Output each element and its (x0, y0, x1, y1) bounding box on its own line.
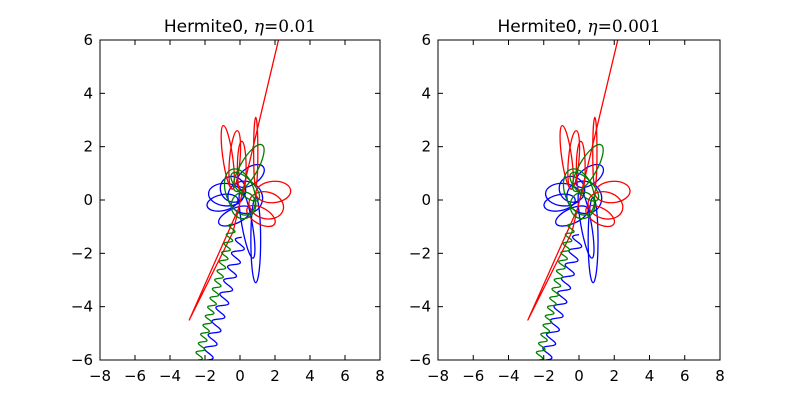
x-tick-label: −8 (89, 367, 111, 385)
series-2-loop (567, 130, 581, 190)
y-tick-label: 2 (83, 138, 93, 156)
series-1-trajectory (203, 236, 245, 360)
series-2-spike (188, 40, 280, 321)
series-3-trajectory (535, 223, 575, 360)
y-tick-label: −4 (71, 298, 93, 316)
series-2-loop (246, 204, 276, 228)
x-tick-label: −2 (533, 367, 555, 385)
chart-title-symbol: η (254, 17, 265, 37)
series-3-loop (230, 171, 261, 202)
series-3-loop (223, 168, 257, 216)
chart-title-value: 0.001 (612, 17, 661, 37)
x-tick-label: −4 (159, 367, 181, 385)
x-tick-label: −8 (427, 367, 449, 385)
x-tick-label: 2 (270, 367, 280, 385)
series-1-loop (206, 193, 239, 212)
series-1-loop (543, 193, 576, 212)
chart-title: Hermite0, η=0.001 (497, 17, 660, 37)
chart-title-prefix: Hermite0, (164, 17, 254, 37)
y-tick-label: 2 (421, 138, 431, 156)
y-tick-label: 0 (83, 191, 93, 209)
series-3-loop (562, 168, 596, 216)
series-3-loop (230, 191, 257, 220)
series-2-loop (587, 191, 624, 220)
series-2-loop (585, 204, 616, 228)
chart-title-operator: = (264, 17, 278, 37)
series-2 (527, 40, 631, 321)
x-tick-label: 6 (340, 367, 350, 385)
y-tick-label: −2 (71, 244, 93, 262)
chart-title-prefix: Hermite0, (497, 17, 587, 37)
series-2 (188, 40, 292, 321)
series-3-trajectory (195, 223, 236, 360)
x-tick-label: 6 (680, 367, 690, 385)
chart-title-value: 0.01 (278, 17, 316, 37)
series-3-loop (569, 191, 596, 220)
x-tick-label: −6 (462, 367, 484, 385)
x-tick-label: 2 (609, 367, 619, 385)
x-tick-label: 8 (375, 367, 385, 385)
y-tick-label: −6 (71, 351, 93, 369)
y-tick-label: 6 (421, 31, 431, 49)
y-tick-label: 4 (421, 84, 431, 102)
x-tick-label: −4 (497, 367, 519, 385)
plot-area (188, 40, 292, 360)
series-3 (195, 143, 265, 360)
chart-title: Hermite0, η=0.01 (164, 17, 316, 37)
y-tick-label: 6 (83, 31, 93, 49)
x-tick-label: 4 (305, 367, 315, 385)
y-tick-label: 0 (421, 191, 431, 209)
y-tick-label: −2 (409, 244, 431, 262)
series-2-spike (527, 40, 619, 321)
chart-title-symbol: η (587, 17, 598, 37)
x-tick-label: 0 (235, 367, 245, 385)
y-tick-label: 4 (83, 84, 93, 102)
x-tick-label: 8 (715, 367, 725, 385)
y-tick-label: −4 (409, 298, 431, 316)
series-3-loop (571, 143, 604, 193)
series-2-loop (248, 191, 285, 220)
x-tick-label: 4 (645, 367, 655, 385)
series-3-loop (569, 171, 600, 202)
x-tick-label: −6 (124, 367, 146, 385)
series-3-loop (232, 143, 265, 193)
series-3 (535, 143, 604, 360)
y-tick-label: −6 (409, 351, 431, 369)
x-tick-label: 0 (574, 367, 584, 385)
plot-area (527, 40, 631, 360)
x-tick-label: −2 (194, 367, 216, 385)
series-1-trajectory (542, 234, 583, 360)
chart-title-operator: = (598, 17, 612, 37)
series-2-loop (228, 130, 242, 190)
